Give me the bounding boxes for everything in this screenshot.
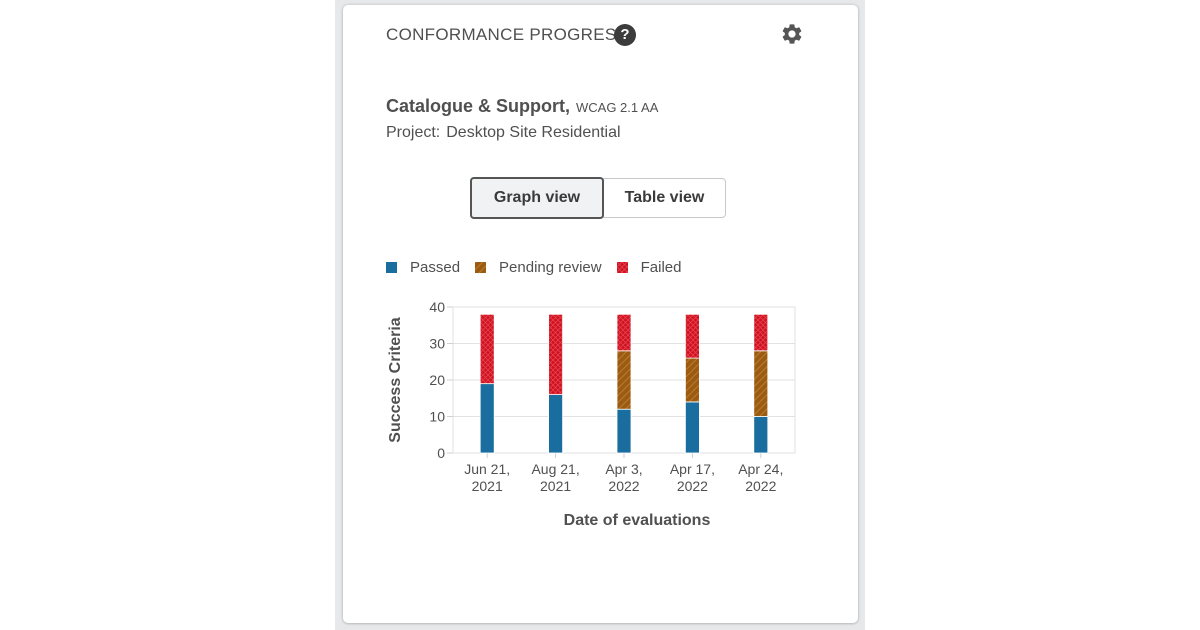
bar-segment-failed[interactable] xyxy=(616,313,632,352)
bar-segment-pending[interactable] xyxy=(616,350,632,410)
project-name: Desktop Site Residential xyxy=(446,124,621,141)
legend-swatch-failed xyxy=(616,262,628,273)
x-tick-label-year: 2021 xyxy=(540,478,571,494)
bar-segment-failed[interactable] xyxy=(479,313,495,385)
bar-segment-passed[interactable] xyxy=(479,383,495,454)
x-tick-label: Apr 3, xyxy=(605,461,642,477)
graph-view-button[interactable]: Graph view xyxy=(470,177,604,219)
y-tick-label: 40 xyxy=(429,299,445,315)
y-tick-label: 30 xyxy=(429,336,445,352)
legend-swatch-pending xyxy=(475,262,487,273)
gear-icon[interactable] xyxy=(780,22,804,46)
legend-label-failed: Failed xyxy=(640,259,682,276)
x-tick-label: Jun 21, xyxy=(464,461,510,477)
x-tick-label-year: 2022 xyxy=(745,478,776,494)
x-axis-title: Date of evaluations xyxy=(564,512,711,529)
bar-segment-pending[interactable] xyxy=(753,350,769,417)
audit-standard: WCAG 2.1 AA xyxy=(576,100,659,115)
x-tick-label-year: 2022 xyxy=(608,478,639,494)
conformance-progress-card: CONFORMANCE PROGRESS ? Catalogue & Suppo… xyxy=(343,5,858,623)
table-view-button[interactable]: Table view xyxy=(603,178,726,218)
bar-segment-passed[interactable] xyxy=(753,416,769,454)
legend-swatch-passed xyxy=(386,262,397,273)
y-axis-title: Success Criteria xyxy=(387,317,404,443)
y-tick-label: 20 xyxy=(429,372,445,388)
legend-item-pending: Pending review xyxy=(475,259,602,276)
x-tick-label: Aug 21, xyxy=(531,461,579,477)
legend-item-failed: Failed xyxy=(616,259,682,276)
chart-legend: Passed Pending review Failed xyxy=(386,259,696,276)
audit-heading: Catalogue & Support, WCAG 2.1 AA xyxy=(386,95,658,119)
help-icon[interactable]: ? xyxy=(614,24,636,46)
y-tick-label: 0 xyxy=(437,445,445,461)
audit-name: Catalogue & Support, xyxy=(386,96,570,116)
project-label: Project: xyxy=(386,124,441,141)
x-tick-label-year: 2021 xyxy=(472,478,503,494)
bar-segment-failed[interactable] xyxy=(753,313,769,352)
legend-label-passed: Passed xyxy=(410,259,461,276)
y-tick-label: 10 xyxy=(429,409,445,425)
bar-segment-passed[interactable] xyxy=(548,394,564,454)
bar-segment-passed[interactable] xyxy=(616,408,632,454)
legend-item-passed: Passed xyxy=(386,259,460,276)
bar-segment-passed[interactable] xyxy=(684,401,700,454)
card-title: CONFORMANCE PROGRESS xyxy=(386,25,629,44)
view-toggle: Graph view Table view xyxy=(470,177,726,219)
x-tick-label: Apr 24, xyxy=(738,461,783,477)
bar-segment-failed[interactable] xyxy=(548,313,564,395)
x-tick-label-year: 2022 xyxy=(677,478,708,494)
bar-segment-failed[interactable] xyxy=(684,313,700,359)
bar-segment-pending[interactable] xyxy=(684,357,700,403)
legend-label-pending: Pending review xyxy=(499,259,602,276)
project-line: Project: Desktop Site Residential xyxy=(386,123,621,143)
x-tick-label: Apr 17, xyxy=(670,461,715,477)
